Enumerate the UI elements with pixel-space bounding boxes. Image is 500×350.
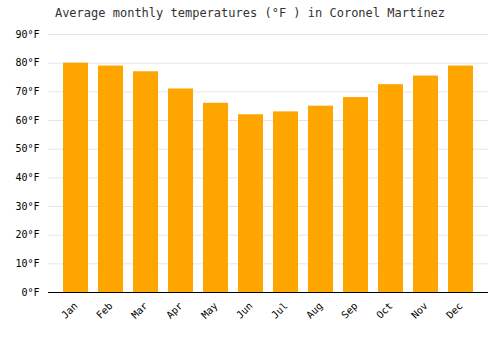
svg-text:90°F: 90°F (15, 29, 39, 40)
svg-text:20°F: 20°F (15, 229, 39, 240)
svg-text:Jun: Jun (234, 300, 255, 321)
svg-text:10°F: 10°F (15, 258, 39, 269)
svg-text:70°F: 70°F (15, 86, 39, 97)
svg-text:Sep: Sep (339, 300, 360, 321)
svg-text:Aug: Aug (304, 300, 325, 321)
svg-text:30°F: 30°F (15, 201, 39, 212)
svg-text:50°F: 50°F (15, 143, 39, 154)
svg-text:Nov: Nov (409, 300, 430, 321)
svg-text:40°F: 40°F (15, 172, 39, 183)
svg-text:Oct: Oct (374, 300, 395, 321)
svg-text:Mar: Mar (129, 300, 150, 321)
svg-text:Dec: Dec (444, 300, 465, 321)
svg-text:80°F: 80°F (15, 57, 39, 68)
svg-text:Feb: Feb (94, 300, 115, 321)
svg-text:Apr: Apr (164, 300, 185, 321)
html-text:Average monthly temperatures (: Average monthly temperatures (°F ) in Co… (54, 6, 446, 20)
svg-text:Jul: Jul (269, 300, 290, 321)
svg-text:Jan: Jan (59, 300, 80, 321)
svg-text:0°F: 0°F (21, 287, 39, 298)
svg-text:May: May (199, 300, 220, 321)
svg-text:60°F: 60°F (15, 115, 39, 126)
